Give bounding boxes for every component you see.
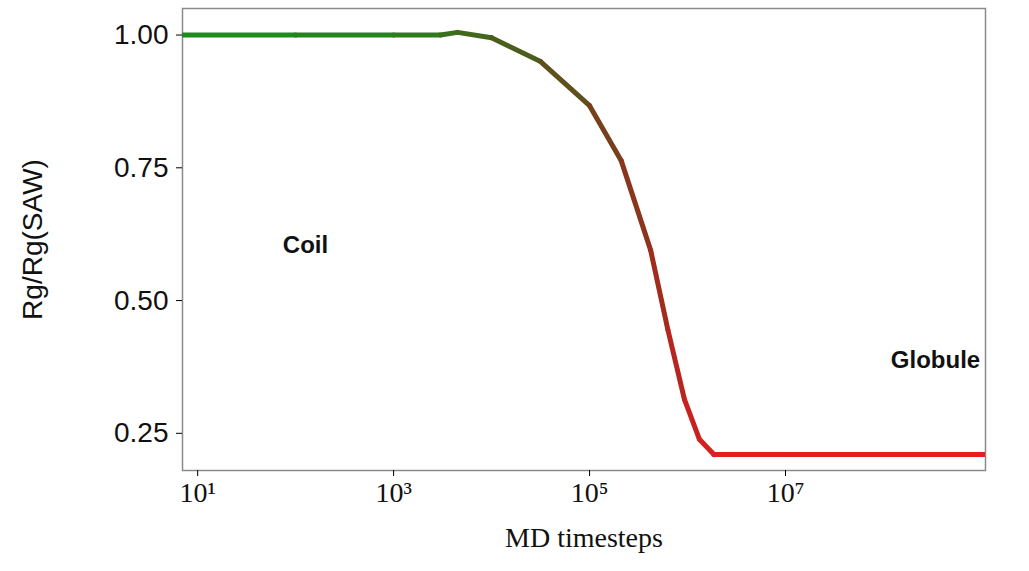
svg-text:Rg/Rg(SAW): Rg/Rg(SAW) — [17, 159, 48, 320]
svg-text:0.50: 0.50 — [114, 285, 169, 316]
svg-text:0.75: 0.75 — [114, 152, 169, 183]
svg-text:10¹: 10¹ — [179, 477, 215, 508]
svg-text:10⁷: 10⁷ — [767, 477, 805, 508]
svg-text:10³: 10³ — [375, 477, 411, 508]
svg-text:10⁵: 10⁵ — [571, 477, 609, 508]
svg-text:0.25: 0.25 — [114, 417, 169, 448]
svg-text:1.00: 1.00 — [114, 19, 169, 50]
svg-text:Coil: Coil — [283, 231, 328, 258]
svg-text:Globule: Globule — [891, 346, 980, 373]
svg-text:MD timesteps: MD timesteps — [505, 522, 663, 553]
